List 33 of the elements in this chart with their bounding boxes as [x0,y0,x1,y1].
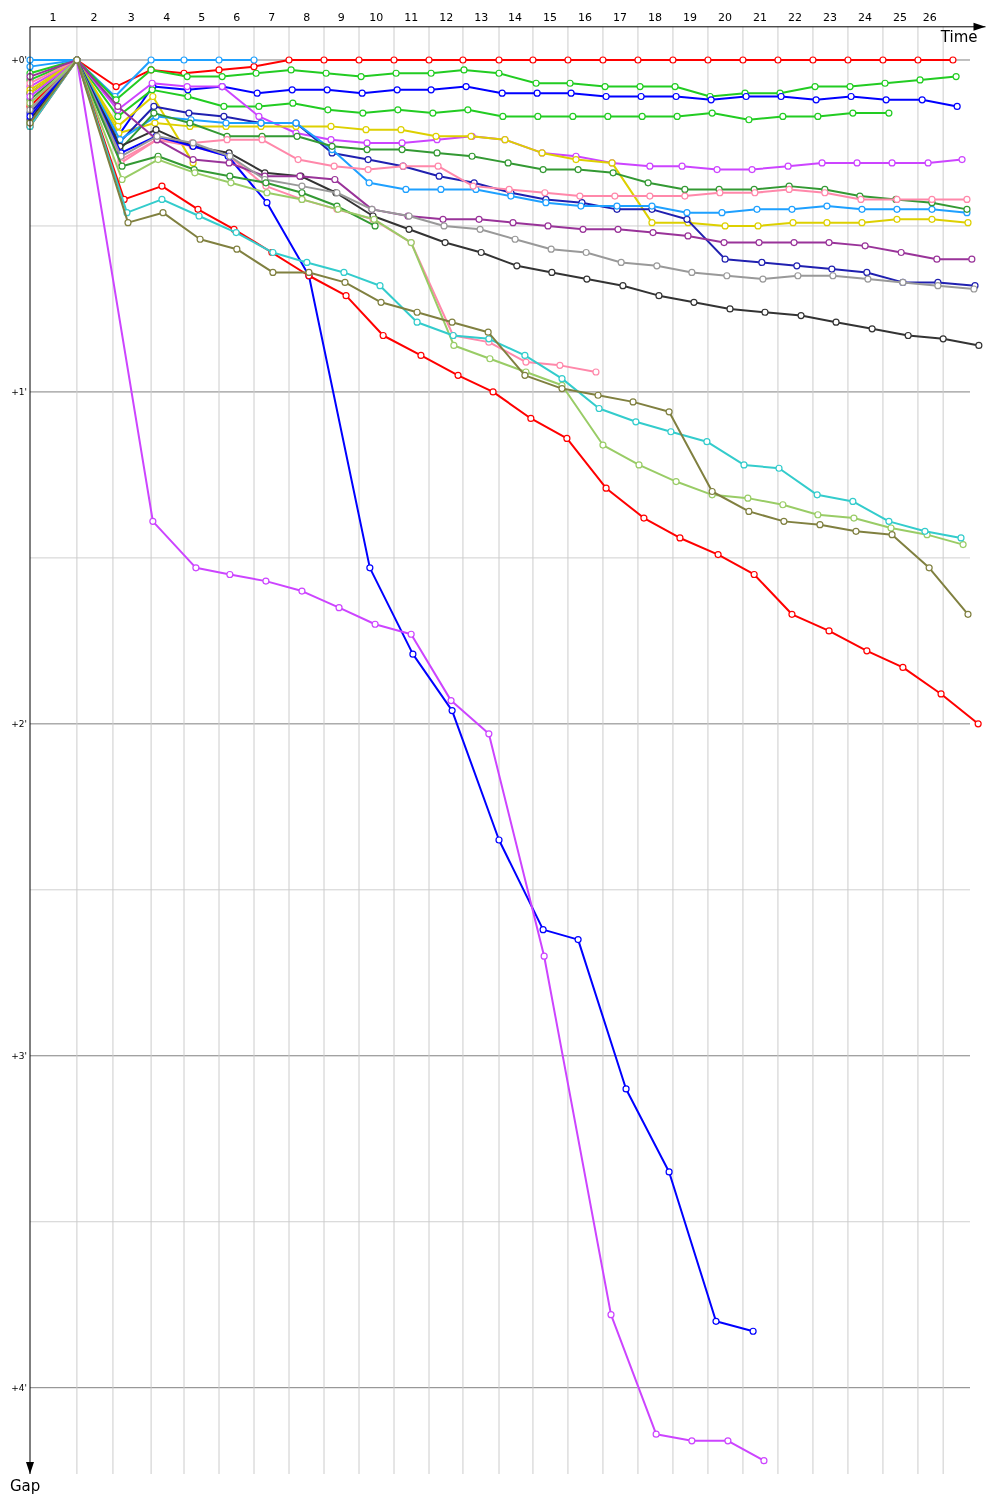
y-axis-title: Gap [10,1477,41,1495]
x-tick-label: 8 [303,10,311,24]
x-tick-label: 9 [337,10,345,24]
x-tick-label: 1 [49,10,57,24]
y-tick-label: +0' [11,54,27,65]
x-tick-label: 5 [198,10,206,24]
x-tick-label: 10 [369,10,384,24]
x-axis-title: Time [939,27,978,46]
x-tick-label: 11 [404,10,419,24]
x-tick-label: 21 [753,10,768,24]
x-tick-label: 18 [648,10,663,24]
x-tick-label: 7 [268,10,276,24]
x-tick-label: 2 [90,10,98,24]
x-tick-label: 26 [922,10,937,24]
y-tick-label: +1' [11,386,27,397]
x-tick-label: 23 [823,10,838,24]
x-tick-label: 15 [543,10,558,24]
y-tick-label: +2' [11,718,27,729]
x-tick-label: 14 [508,10,523,24]
y-tick-label: +3' [11,1050,27,1061]
x-tick-label: 3 [127,10,135,24]
x-tick-label: 13 [474,10,489,24]
x-tick-label: 19 [683,10,698,24]
x-tick-label: 17 [613,10,628,24]
x-tick-label: 25 [893,10,908,24]
x-tick-label: 20 [718,10,733,24]
x-tick-label: 4 [163,10,171,24]
x-tick-label: 6 [233,10,241,24]
x-tick-label: 16 [578,10,593,24]
x-tick-label: 22 [788,10,803,24]
x-tick-label: 24 [858,10,873,24]
x-tick-label: 12 [439,10,454,24]
y-tick-label: +4' [11,1382,27,1393]
